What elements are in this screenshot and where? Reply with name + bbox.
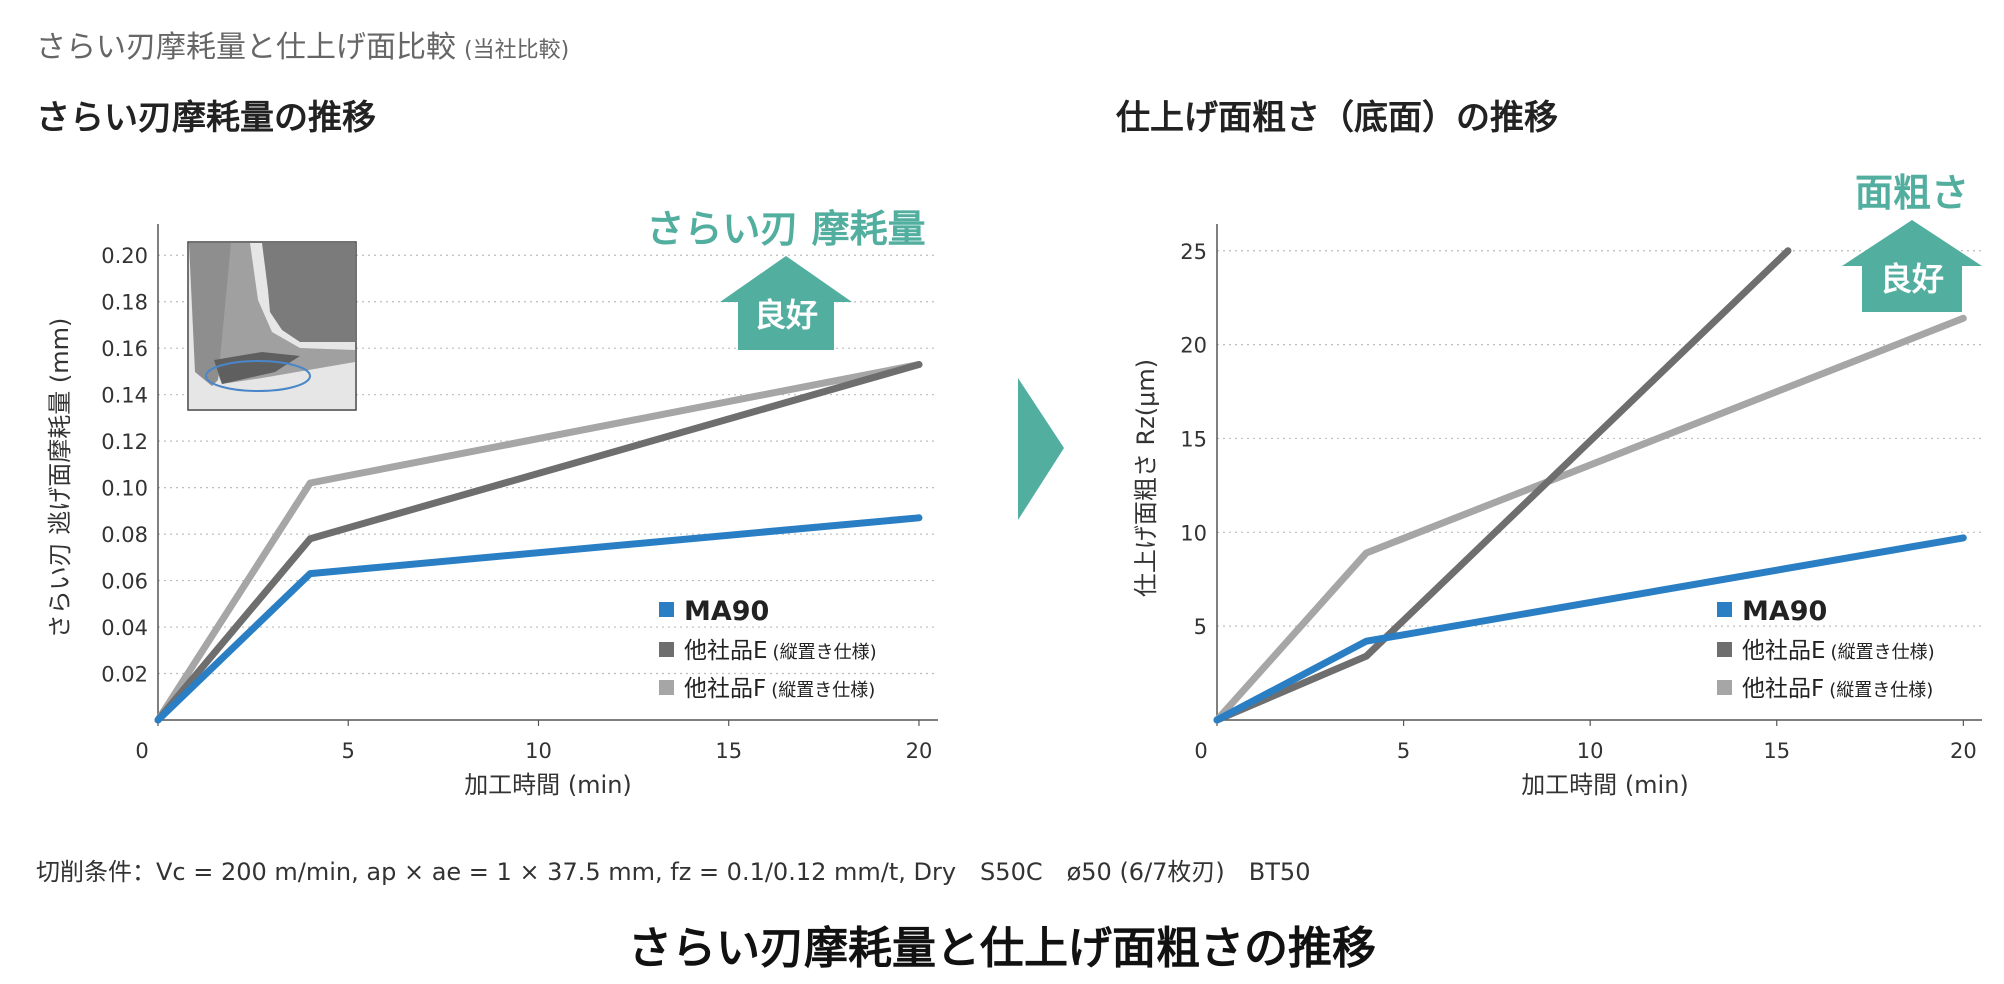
roughness-chart-xticks: 0 5 10 15 20 — [1194, 720, 1977, 763]
legend-company-e: 他社品E (縦置き仕様) — [684, 638, 877, 664]
legend-ma90: MA90 — [1742, 596, 1827, 627]
roughness-xtick-label: 0 — [1194, 739, 1207, 763]
wear-ytick-label: 0.14 — [101, 384, 148, 408]
wear-ytick-label: 0.04 — [101, 616, 148, 640]
roughness-indicator-text: 面粗さ — [1855, 171, 1969, 215]
roughness-chart: 0 5 10 15 20 5 10 15 20 25 加工時間 (min) 仕上げ面粗さ Rz(… — [1132, 171, 1982, 799]
wear-indicator-label: 良好 — [754, 296, 818, 334]
wear-improvement-indicator: さらい刃 摩耗量 良好 — [646, 207, 926, 350]
wear-ytick-label: 0.10 — [101, 477, 148, 501]
legend-company-f: 他社品F (縦置き仕様) — [684, 676, 875, 702]
wear-chart-axes — [157, 224, 938, 721]
roughness-series-line-company-f — [1213, 314, 1967, 724]
wear-indicator-text: さらい刃 摩耗量 — [646, 207, 925, 251]
roughness-chart-lines — [1213, 247, 1967, 724]
transition-arrow-icon — [1018, 378, 1064, 520]
page-title: さらい刃摩耗量と仕上げ面比較 (当社比較) — [36, 22, 569, 66]
roughness-series-line-company-e — [1213, 247, 1792, 724]
wear-series-line-company-e — [154, 361, 923, 724]
wear-ytick-label: 0.12 — [101, 430, 148, 454]
wear-chart-xlabel: 加工時間 (min) — [464, 771, 632, 799]
wear-ytick-label: 0.02 — [101, 663, 148, 687]
roughness-xtick-label: 20 — [1950, 739, 1977, 763]
wear-ytick-label: 0.06 — [101, 570, 148, 594]
wear-ytick-label: 0.20 — [101, 244, 148, 268]
left-chart-subtitle: さらい刃摩耗量の推移 — [36, 98, 376, 138]
legend-company-e: 他社品E (縦置き仕様) — [1742, 638, 1935, 664]
wear-series-line-company-f — [154, 361, 923, 724]
wear-xtick-label: 10 — [525, 739, 552, 763]
roughness-ytick-label: 15 — [1180, 427, 1207, 451]
roughness-series-line-ma90 — [1213, 534, 1967, 724]
roughness-chart-ylabel: 仕上げ面粗さ Rz(μm) — [1132, 359, 1160, 597]
wear-xtick-label: 0 — [135, 739, 148, 763]
page-title-note: (当社比較) — [464, 38, 570, 63]
wear-chart-legend: MA90 他社品E (縦置き仕様) 他社品F (縦置き仕様) — [659, 596, 877, 702]
tool-wear-photo — [187, 241, 357, 411]
legend-company-f: 他社品F (縦置き仕様) — [1742, 676, 1933, 702]
figure-caption: さらい刃摩耗量と仕上げ面粗さの推移 — [628, 923, 1376, 974]
roughness-ytick-label: 20 — [1180, 334, 1207, 358]
roughness-xtick-label: 10 — [1577, 739, 1604, 763]
wear-xtick-label: 15 — [715, 739, 742, 763]
wear-chart-yticks: 0.02 0.04 0.06 0.08 0.10 0.12 0.14 0.16 0.18 0.20 — [101, 244, 148, 686]
roughness-chart-gridlines — [1217, 250, 1982, 627]
roughness-chart-legend: MA90 他社品E (縦置き仕様) 他社品F (縦置き仕様) — [1717, 596, 1935, 702]
wear-ytick-label: 0.18 — [101, 291, 148, 315]
roughness-improvement-indicator: 面粗さ 良好 — [1842, 171, 1982, 312]
wear-chart-lines — [154, 361, 923, 724]
up-arrow-icon — [1842, 220, 1982, 312]
roughness-ytick-label: 25 — [1180, 240, 1207, 264]
wear-ytick-label: 0.08 — [101, 523, 148, 547]
roughness-xtick-label: 15 — [1763, 739, 1790, 763]
roughness-chart-xlabel: 加工時間 (min) — [1521, 771, 1689, 799]
wear-series-line-ma90 — [154, 514, 923, 724]
roughness-ytick-label: 10 — [1180, 521, 1207, 545]
roughness-chart-axes — [1216, 224, 1982, 721]
page-title-text: さらい刃摩耗量と仕上げ面比較 — [36, 30, 456, 65]
cutting-conditions: 切削条件：Vc = 200 m/min, ap × ae = 1 × 37.5 … — [36, 858, 1311, 886]
wear-chart: 0 5 10 15 20 0.02 0.04 0.06 0.08 0.10 0.12 0.14 0.1… — [46, 207, 938, 799]
legend-ma90: MA90 — [684, 596, 769, 627]
wear-chart-xticks: 0 5 10 15 20 — [135, 720, 932, 763]
up-arrow-icon — [720, 256, 852, 350]
roughness-ytick-label: 5 — [1194, 615, 1207, 639]
roughness-indicator-label: 良好 — [1880, 260, 1944, 298]
roughness-xtick-label: 5 — [1397, 739, 1410, 763]
wear-xtick-label: 20 — [906, 739, 933, 763]
wear-xtick-label: 5 — [342, 739, 355, 763]
wear-chart-ylabel: さらい刃 逃げ面摩耗量 (mm) — [46, 318, 74, 639]
wear-ytick-label: 0.16 — [101, 337, 148, 361]
right-chart-subtitle: 仕上げ面粗さ（底面）の推移 — [1116, 98, 1558, 138]
roughness-chart-yticks: 5 10 15 20 25 — [1180, 240, 1207, 639]
